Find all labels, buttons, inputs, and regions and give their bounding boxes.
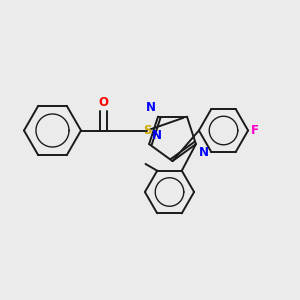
Text: F: F [250, 124, 259, 137]
Text: O: O [98, 96, 109, 109]
Text: N: N [146, 101, 156, 114]
Text: N: N [152, 129, 161, 142]
Text: S: S [143, 124, 151, 137]
Text: N: N [199, 146, 209, 159]
